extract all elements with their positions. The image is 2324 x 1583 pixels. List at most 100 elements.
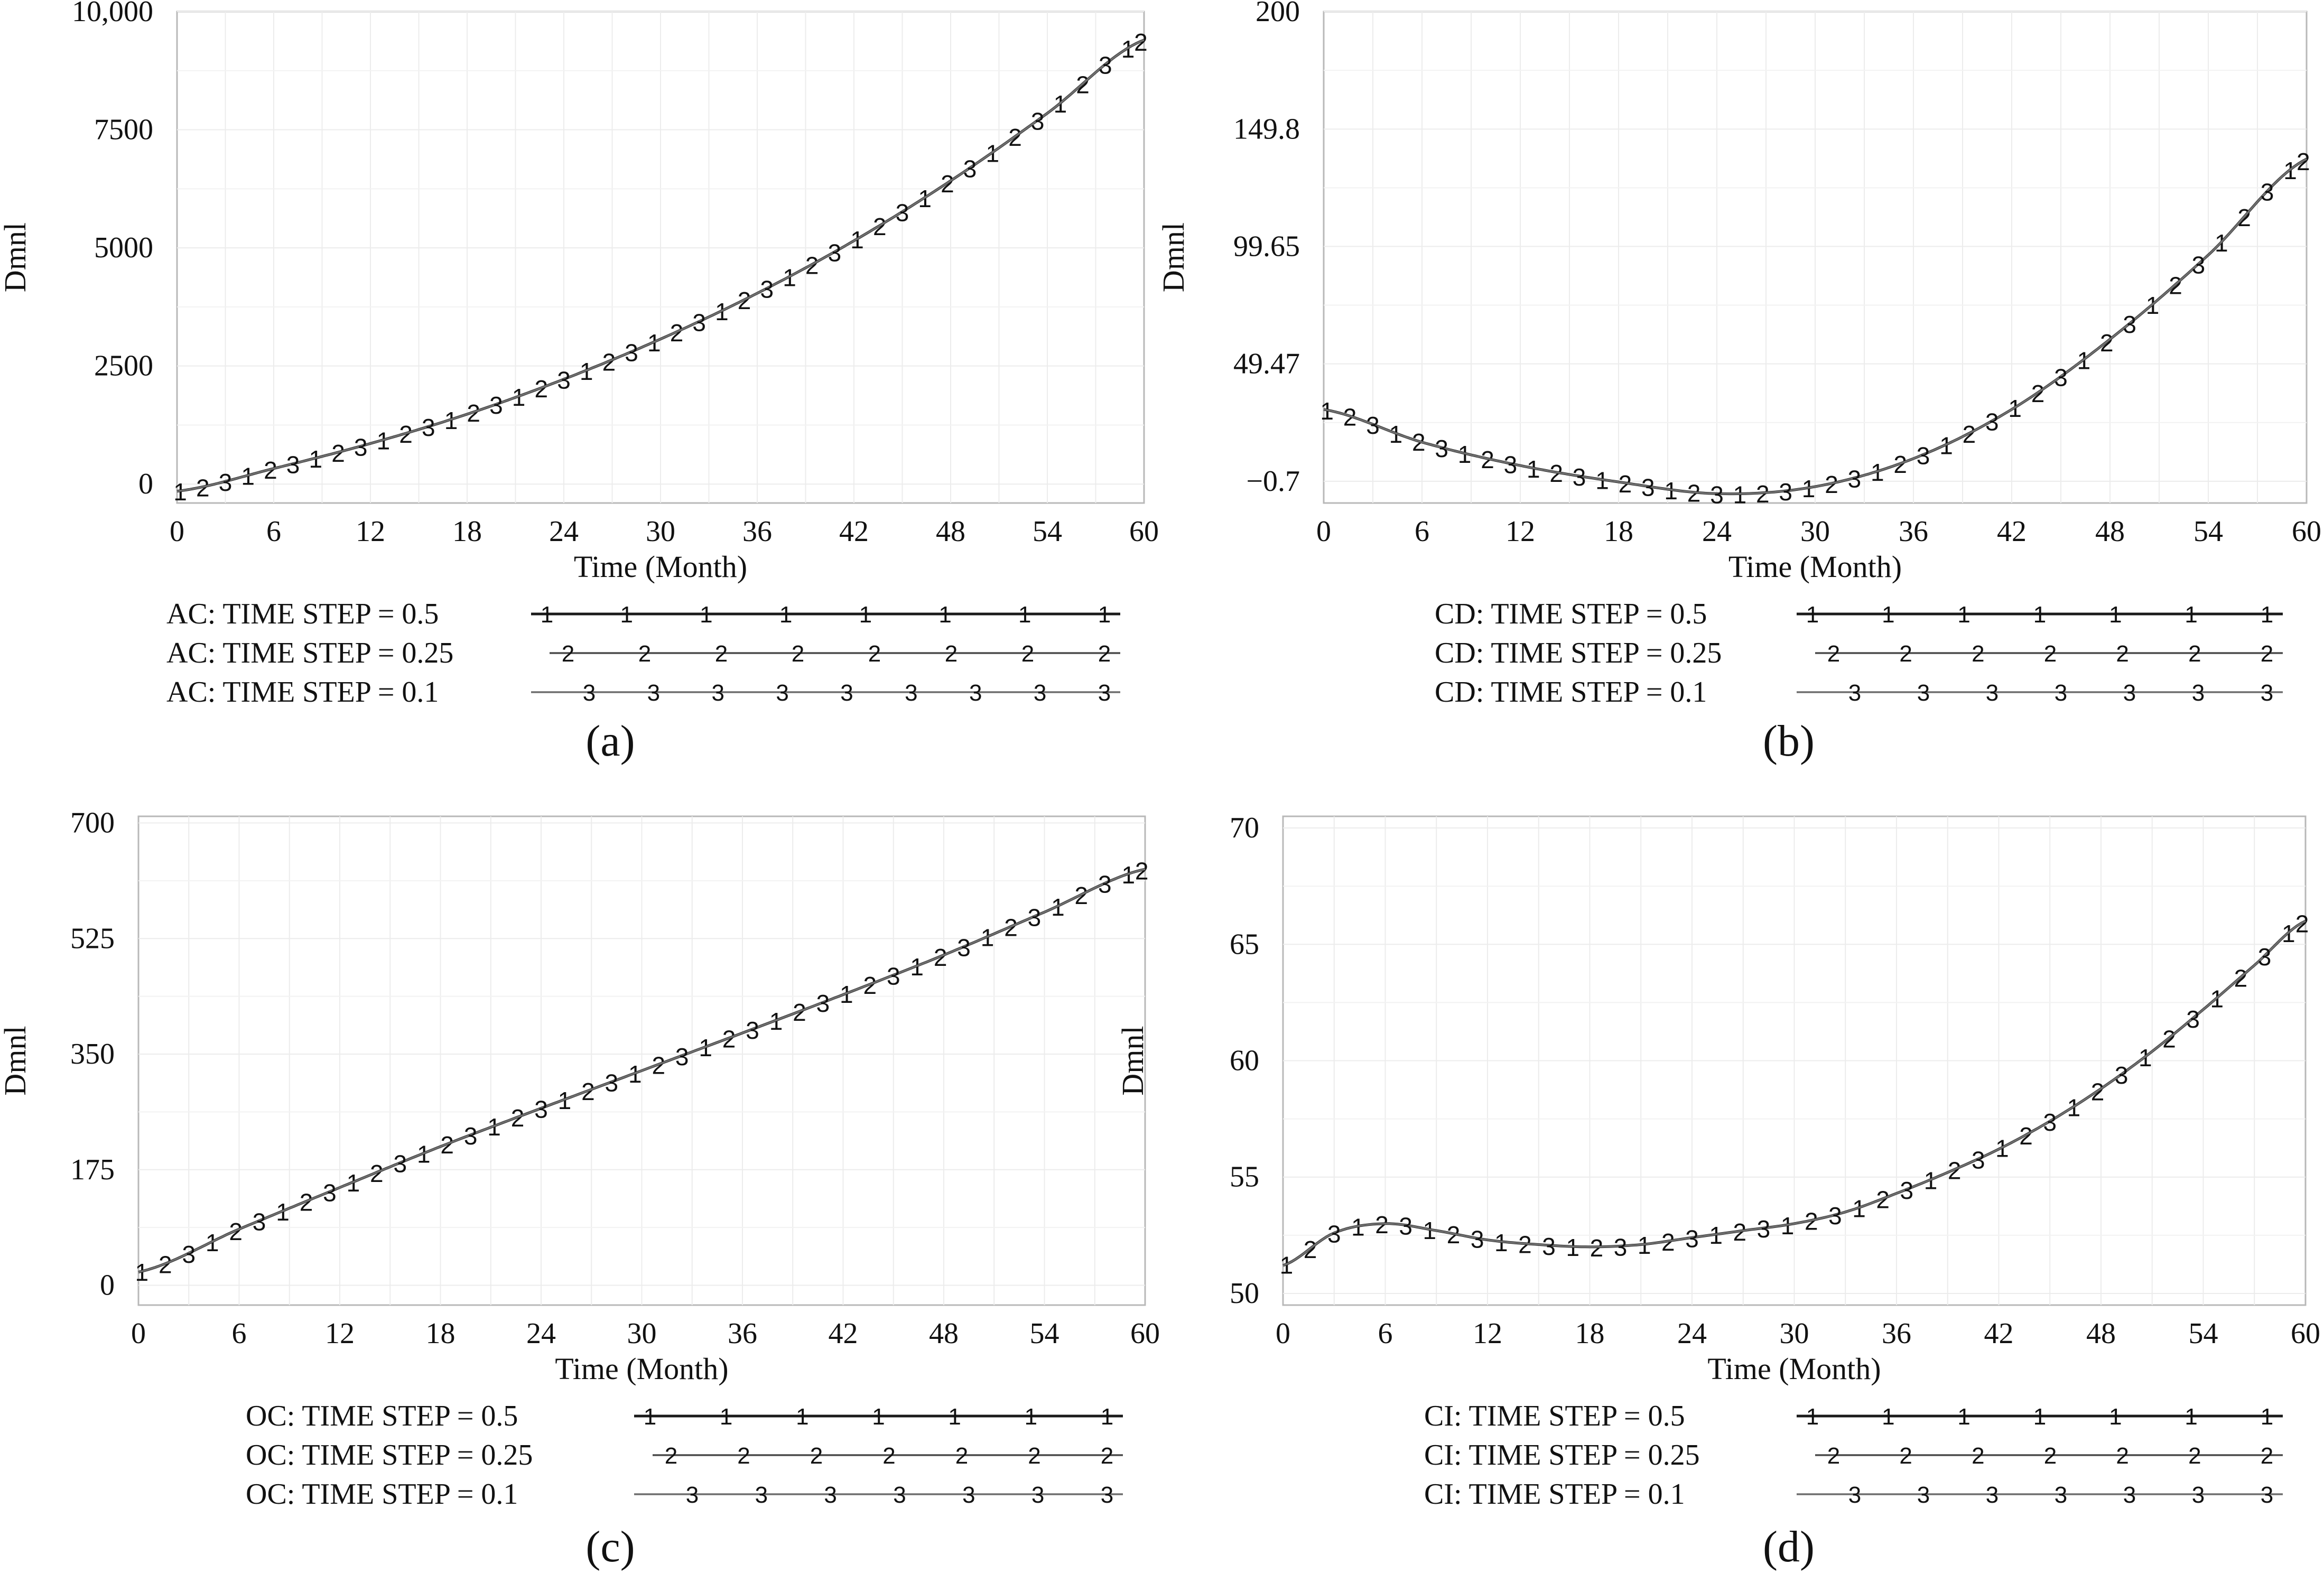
legend-marker: 2: [1827, 1443, 1840, 1469]
legend-marker: 2: [1028, 1443, 1040, 1469]
legend-marker: 3: [1917, 1482, 1930, 1508]
legend-marker: 3: [2192, 680, 2205, 706]
x-tick-label: 42: [829, 1317, 858, 1350]
series-marker-2: 2: [1075, 882, 1089, 909]
series-marker-2: 2: [1963, 421, 1976, 448]
y-tick-label: 50: [1230, 1277, 1259, 1310]
legend-marker: 1: [1101, 1404, 1113, 1430]
legend-marker: 3: [962, 1482, 975, 1508]
y-axis-title: Dmnl: [0, 222, 32, 292]
legend-marker: 3: [824, 1482, 836, 1508]
legend-marker: 3: [1986, 1482, 1998, 1508]
series-marker-3: 3: [2192, 252, 2206, 279]
legend-marker: 2: [1899, 641, 1912, 667]
x-tick-label: 30: [646, 515, 675, 548]
legend-marker: 2: [810, 1443, 823, 1469]
series-marker-3: 3: [1900, 1177, 1914, 1204]
legend-marker: 1: [1806, 602, 1819, 628]
series-marker-1: 1: [135, 1259, 149, 1286]
series-marker-1: 1: [1733, 481, 1747, 508]
x-tick-label: 0: [170, 515, 184, 548]
x-axis-title: Time (Month): [555, 1352, 728, 1386]
legend-marker: 3: [2192, 1482, 2205, 1508]
series-marker-3: 3: [1435, 435, 1448, 462]
series-marker-3: 3: [422, 414, 435, 441]
series-marker-2: 2: [1134, 29, 1148, 56]
series-marker-3: 3: [489, 392, 503, 419]
x-tick-label: 48: [2095, 515, 2125, 548]
series-marker-1: 1: [1280, 1252, 1294, 1279]
y-axis-title: Dmnl: [1156, 222, 1191, 292]
series-marker-2: 2: [229, 1218, 243, 1245]
series-marker-1: 1: [715, 298, 729, 325]
series-marker-3: 3: [1641, 474, 1655, 501]
legend-label: CI: TIME STEP = 0.25: [1424, 1439, 1700, 1472]
legend-marker: 3: [1917, 680, 1930, 706]
y-tick-label: 55: [1230, 1161, 1259, 1194]
series-marker-3: 3: [1399, 1213, 1412, 1240]
x-tick-label: 36: [742, 515, 772, 548]
x-tick-label: 6: [1415, 515, 1429, 548]
panel-label: (c): [585, 1522, 635, 1571]
x-tick-label: 6: [232, 1317, 247, 1350]
legend-marker: 2: [715, 641, 728, 667]
legend-marker: 1: [2109, 1404, 2122, 1430]
legend-marker: 3: [1848, 680, 1861, 706]
series-line-3: [138, 868, 1146, 1273]
legend-marker: 3: [712, 680, 724, 706]
series-marker-3: 3: [1099, 52, 1112, 79]
y-tick-label: 175: [70, 1153, 115, 1186]
series-marker-3: 3: [1504, 451, 1518, 478]
y-tick-label: 5000: [94, 231, 153, 264]
legend-label: CI: TIME STEP = 0.5: [1424, 1400, 1685, 1432]
series-marker-3: 3: [182, 1241, 196, 1268]
y-tick-label: 60: [1230, 1045, 1259, 1077]
series-marker-3: 3: [828, 239, 842, 267]
x-tick-label: 36: [1882, 1317, 1911, 1350]
legend-marker: 3: [1098, 680, 1111, 706]
legend-marker: 2: [1972, 1443, 1984, 1469]
series-marker-1: 1: [783, 264, 796, 291]
series-marker-3: 3: [887, 963, 900, 990]
series-marker-3: 3: [760, 276, 774, 303]
x-tick-label: 54: [1030, 1317, 1059, 1350]
legend-marker: 1: [2033, 1404, 2046, 1430]
x-tick-label: 18: [1575, 1317, 1605, 1350]
legend-marker: 1: [2261, 1404, 2273, 1430]
x-tick-label: 18: [452, 515, 482, 548]
legend-marker: 3: [755, 1482, 768, 1508]
legend-marker: 1: [700, 602, 712, 628]
legend-marker: 1: [620, 602, 633, 628]
legend-label: AC: TIME STEP = 0.1: [166, 676, 439, 709]
legend-label: CD: TIME STEP = 0.25: [1435, 637, 1722, 669]
legend-marker: 3: [2261, 1482, 2273, 1508]
legend-marker: 1: [720, 1404, 732, 1430]
legend-marker: 2: [2188, 641, 2201, 667]
panel-label: (d): [1763, 1522, 1815, 1571]
x-tick-label: 54: [1033, 515, 1062, 548]
legend-marker: 3: [2123, 680, 2136, 706]
legend-marker: 3: [893, 1482, 906, 1508]
series-marker-1: 1: [206, 1229, 219, 1256]
x-tick-label: 36: [728, 1317, 757, 1350]
series-marker-1: 1: [173, 478, 187, 506]
legend-marker: 3: [2055, 680, 2067, 706]
y-axis-title: Dmnl: [0, 1026, 32, 1095]
y-tick-label: 149.8: [1233, 113, 1300, 145]
legend-marker: 2: [945, 641, 958, 667]
series-marker-1: 1: [1939, 432, 1953, 459]
series-marker-3: 3: [253, 1208, 266, 1235]
x-tick-label: 42: [1997, 515, 2026, 548]
x-tick-label: 12: [1473, 1317, 1502, 1350]
legend-marker: 3: [1031, 1482, 1044, 1508]
x-tick-label: 24: [526, 1317, 556, 1350]
series-marker-3: 3: [323, 1179, 337, 1206]
series-marker-3: 3: [354, 433, 368, 461]
series-marker-3: 3: [1848, 465, 1862, 493]
series-marker-3: 3: [1757, 1215, 1771, 1243]
x-tick-label: 6: [266, 515, 281, 548]
panel-a: 0 6 12 18 24 30 36 42 48 54 60025005000750010,000T…: [0, 0, 1159, 766]
x-tick-label: 42: [839, 515, 869, 548]
legend-marker: 3: [1986, 680, 1998, 706]
